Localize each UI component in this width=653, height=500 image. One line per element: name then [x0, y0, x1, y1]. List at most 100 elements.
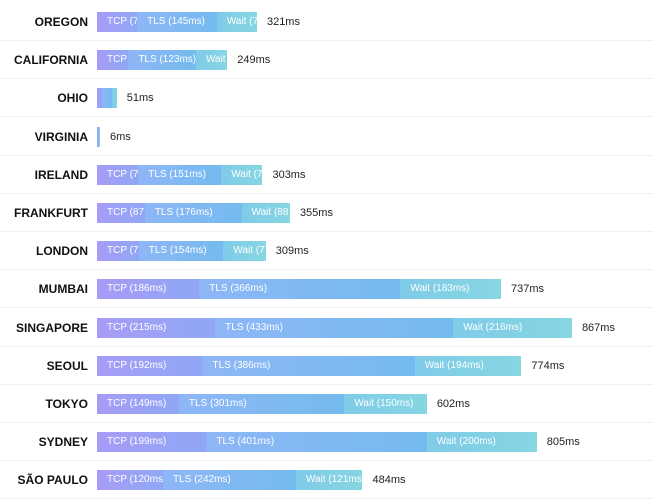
region-label: SEOUL: [46, 358, 88, 373]
row-divider: [0, 460, 653, 462]
region-label: TOKYO: [45, 397, 88, 411]
wait-segment[interactable]: [111, 88, 117, 109]
region-label: MUMBAI: [38, 282, 88, 297]
total-label: 602ms: [436, 398, 470, 410]
total-label: 309ms: [275, 245, 309, 258]
tls-segment[interactable]: TLS (145ms): [137, 12, 217, 32]
wait-segment[interactable]: Wait (: [195, 50, 228, 71]
wait-segment[interactable]: [99, 126, 100, 147]
stacked-bar[interactable]: TCP (76TLS (154ms)Wait (77: [97, 241, 266, 262]
wait-segment[interactable]: Wait (88…: [241, 203, 290, 223]
stacked-bar[interactable]: TCP (7…TLS (145ms)Wait (7…: [97, 12, 257, 32]
row-tokyo: TOKYO TCP (149ms) TLS (301ms) Wait (150ms) 6…: [0, 385, 653, 423]
total-label: 867ms: [581, 321, 615, 334]
wait-segment[interactable]: Wait (194ms): [414, 355, 522, 376]
wait-segment[interactable]: Wait (7…: [216, 12, 257, 32]
tcp-segment[interactable]: TCP (76: [97, 241, 139, 262]
wait-segment[interactable]: Wait (200ms): [426, 432, 537, 453]
row-divider: [0, 78, 653, 80]
row-divider: [0, 383, 653, 385]
tls-segment[interactable]: TLS (151ms): [138, 164, 222, 185]
row-frankfurt: FRANKFURT TCP (87…TLS (176ms)Wait (88… 355…: [0, 194, 653, 232]
wait-segment[interactable]: Wait (183ms): [400, 279, 502, 300]
tls-segment[interactable]: [101, 88, 112, 109]
row-mumbai: MUMBAI TCP (186ms) TLS (366ms) Wait (183ms)…: [0, 270, 653, 309]
region-label: VIRGINIA: [34, 129, 88, 144]
total-label: 303ms: [272, 168, 306, 181]
row-oregon: OREGON TCP (7…TLS (145ms)Wait (7… 321ms: [0, 3, 653, 41]
tcp-segment[interactable]: [97, 126, 98, 147]
region-label: IRELAND: [34, 167, 88, 182]
row-divider: [0, 345, 653, 347]
tcp-segment[interactable]: TCP (186ms): [97, 279, 200, 300]
wait-segment[interactable]: Wait (7…: [221, 164, 263, 185]
row-california: CALIFORNIA TCP (TLS (123ms)Wait ( 249ms: [0, 41, 653, 80]
tcp-segment[interactable]: TCP (: [97, 50, 129, 71]
row-divider: [0, 498, 653, 500]
tls-segment[interactable]: TLS (366ms): [199, 279, 401, 300]
stacked-bar[interactable]: TCP (87…TLS (176ms)Wait (88…: [97, 203, 290, 223]
total-label: 249ms: [237, 54, 271, 67]
tcp-segment[interactable]: TCP (192ms): [97, 355, 203, 376]
stacked-bar[interactable]: [97, 88, 117, 109]
total-label: 805ms: [546, 436, 580, 449]
wait-segment[interactable]: Wait (216ms): [453, 317, 572, 338]
total-label: 6ms: [110, 130, 131, 143]
row-divider: [0, 40, 653, 41]
tls-segment[interactable]: TLS (433ms): [215, 317, 454, 338]
tcp-segment[interactable]: [97, 88, 102, 109]
tls-segment[interactable]: TLS (401ms): [206, 432, 427, 453]
stacked-bar[interactable]: [97, 126, 100, 147]
tcp-segment[interactable]: TCP (199ms): [97, 432, 207, 453]
row-divider: [0, 422, 653, 423]
stacked-bar[interactable]: TCP (186ms) TLS (366ms) Wait (183ms): [97, 279, 502, 300]
region-label: SINGAPORE: [15, 320, 88, 335]
tls-segment[interactable]: TLS (386ms): [202, 355, 415, 376]
row-seoul: SEOUL TCP (192ms) TLS (386ms) Wait (194ms) 7…: [0, 347, 653, 385]
tcp-segment[interactable]: TCP (87…: [97, 203, 145, 223]
wait-segment[interactable]: Wait (121ms): [295, 470, 363, 491]
row-ohio: OHIO 51ms: [0, 79, 653, 118]
tcp-segment[interactable]: TCP (7…: [97, 12, 138, 32]
row-virginia: VIRGINIA 6ms: [0, 118, 653, 156]
total-label: 51ms: [126, 92, 154, 105]
stacked-bar[interactable]: TCP (75TLS (151ms)Wait (7…: [97, 164, 263, 185]
region-label: SÃO PAULO: [17, 473, 88, 488]
tcp-segment[interactable]: TCP (149ms): [97, 394, 179, 414]
tls-segment[interactable]: TLS (154ms): [138, 241, 224, 262]
region-label: OREGON: [34, 15, 88, 29]
region-label: FRANKFURT: [14, 206, 88, 220]
row-divider: [0, 307, 653, 309]
row-divider: [0, 154, 653, 156]
total-label: 321ms: [266, 16, 300, 28]
wait-segment[interactable]: Wait (77: [223, 241, 266, 262]
row-s-o-paulo: SÃO PAULO TCP (120ms) TLS (242ms) Wait (121…: [0, 461, 653, 500]
stacked-bar[interactable]: TCP (120ms) TLS (242ms) Wait (121ms): [97, 470, 363, 491]
region-label: SYDNEY: [38, 435, 88, 450]
tls-segment[interactable]: TLS (242ms): [162, 470, 296, 491]
region-label: LONDON: [36, 244, 88, 259]
wait-segment[interactable]: Wait (150ms): [344, 394, 427, 414]
row-divider: [0, 192, 653, 194]
tcp-segment[interactable]: TCP (120ms): [97, 470, 163, 491]
tls-segment[interactable]: TLS (176ms): [144, 203, 242, 223]
stacked-bar[interactable]: TCP (192ms) TLS (386ms) Wait (194ms): [97, 355, 522, 376]
tcp-segment[interactable]: TCP (75: [97, 164, 139, 185]
stacked-bar[interactable]: TCP (215ms) TLS (433ms) Wait (216ms): [97, 317, 572, 338]
row-divider: [0, 269, 653, 271]
tls-segment[interactable]: TLS (301ms): [178, 394, 345, 414]
tls-segment[interactable]: TLS (123ms): [128, 50, 196, 71]
region-label: CALIFORNIA: [14, 53, 88, 68]
total-label: 484ms: [372, 474, 406, 487]
stacked-bar[interactable]: TCP (TLS (123ms)Wait (: [97, 50, 228, 71]
tcp-segment[interactable]: TCP (215ms): [97, 317, 216, 338]
total-label: 737ms: [511, 283, 545, 296]
row-sydney: SYDNEY TCP (199ms) TLS (401ms) Wait (200ms)…: [0, 423, 653, 462]
stacked-bar[interactable]: TCP (199ms) TLS (401ms) Wait (200ms): [97, 432, 537, 453]
total-label: 355ms: [299, 207, 333, 219]
stacked-bar[interactable]: TCP (149ms) TLS (301ms) Wait (150ms): [97, 394, 427, 414]
tls-segment[interactable]: [98, 126, 99, 147]
